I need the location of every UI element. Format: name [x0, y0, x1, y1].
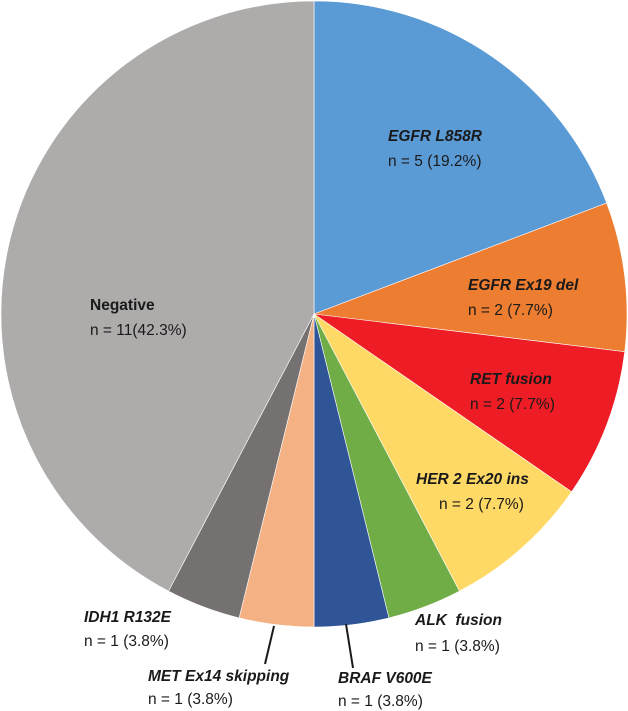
value-idh1-r132e: n = 1 (3.8%) [84, 633, 169, 650]
leader-line-braf [345, 623, 354, 669]
label-braf-v600e: BRAF V600E [338, 670, 433, 687]
value-her2-ex20-ins: n = 2 (7.7%) [439, 496, 524, 513]
value-ret-fusion: n = 2 (7.7%) [470, 396, 555, 413]
value-braf-v600e: n = 1 (3.8%) [338, 693, 423, 710]
label-negative: Negative [90, 297, 155, 314]
value-alk-fusion: n = 1 (3.8%) [415, 638, 500, 655]
pie-slice-ret-fusion [313, 313, 626, 493]
pie-slice-her-2-ex20-ins [313, 313, 573, 592]
label-egfr-ex19-del: EGFR Ex19 del [468, 277, 579, 294]
pie-slice-egfr-l858r [313, 0, 608, 315]
leader-line-met [264, 625, 275, 665]
label-alk-fusion: ALK fusion [414, 612, 502, 629]
label-idh1-r132e: IDH1 R132E [84, 609, 172, 626]
value-egfr-ex19-del: n = 2 (7.7%) [468, 302, 553, 319]
pie-slice-negative [0, 0, 315, 592]
leader-lines [264, 623, 354, 669]
value-egfr-l858r: n = 5 (19.2%) [388, 153, 481, 170]
pie-slice-egfr-ex19-del [313, 202, 628, 353]
value-negative: n = 11(42.3%) [90, 322, 187, 339]
value-met-ex14-skipping: n = 1 (3.8%) [148, 691, 233, 708]
label-her2-ex20-ins: HER 2 Ex20 ins [416, 471, 529, 488]
pie-slices [0, 0, 628, 628]
slice-labels: EGFR L858R n = 5 (19.2%) EGFR Ex19 del n… [84, 128, 579, 710]
label-met-ex14-skipping: MET Ex14 skipping [148, 668, 290, 685]
label-ret-fusion: RET fusion [470, 371, 552, 388]
label-egfr-l858r: EGFR L858R [388, 128, 483, 145]
